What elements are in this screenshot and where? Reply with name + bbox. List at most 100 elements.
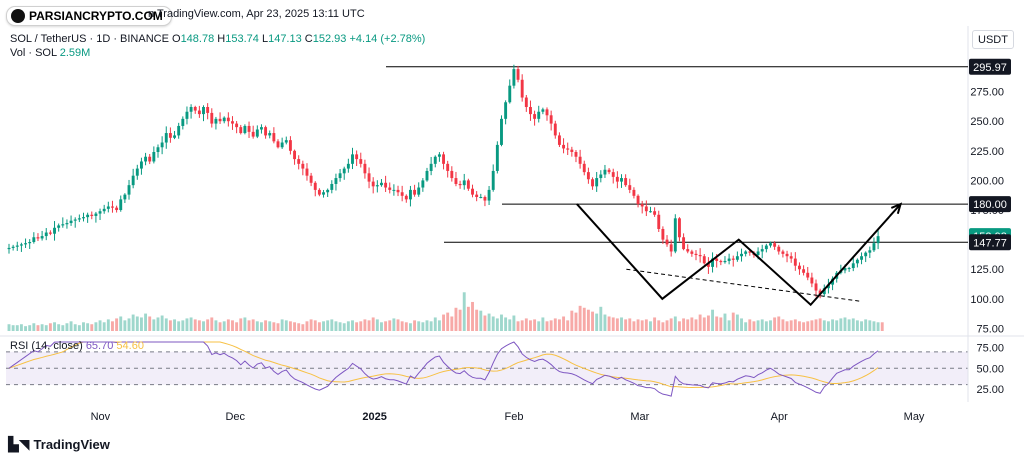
volume-bar xyxy=(168,320,172,331)
candle-body xyxy=(500,118,503,145)
ohlc-close-label: C xyxy=(304,33,313,45)
published-info: n TradingView.com, Apr 23, 2025 13:11 UT… xyxy=(148,8,365,20)
volume-bar xyxy=(702,317,706,331)
candle-body xyxy=(61,224,65,226)
candle-body xyxy=(40,236,44,239)
candle-body xyxy=(44,232,48,237)
volume-bar xyxy=(351,320,354,331)
candle-body xyxy=(19,244,23,246)
candle-body xyxy=(694,253,698,256)
volume-bar xyxy=(798,321,801,331)
volume-bar xyxy=(582,307,586,331)
volume-bar xyxy=(255,321,259,331)
symbol-name[interactable]: SOL / TetherUS · 1D · BINANCE xyxy=(10,33,169,45)
volume-bar xyxy=(611,317,615,331)
volume-bar xyxy=(239,318,243,331)
volume-bar xyxy=(673,316,677,331)
candle-body xyxy=(131,175,135,186)
currency-button[interactable]: USDT xyxy=(972,30,1014,49)
volume-bar xyxy=(529,320,532,331)
ohlc-change: +4.14 (+2.78%) xyxy=(349,33,426,45)
volume-bar xyxy=(578,305,582,331)
candle-body xyxy=(326,189,330,193)
volume-bar xyxy=(123,320,127,331)
volume-bar xyxy=(607,316,611,331)
volume-bar xyxy=(446,312,450,331)
volume-bar xyxy=(628,318,632,331)
volume-bar xyxy=(82,322,85,331)
volume-bar xyxy=(429,321,433,331)
volume-bar xyxy=(437,320,441,331)
volume-bar xyxy=(413,320,417,331)
candle-body xyxy=(773,243,777,247)
volume-bar xyxy=(826,321,830,331)
volume-bar xyxy=(148,316,152,331)
volume-bar xyxy=(814,319,818,331)
volume-bar xyxy=(744,322,748,331)
volume-bar xyxy=(363,319,367,331)
volume-bar xyxy=(131,314,135,331)
candle-body xyxy=(284,140,288,143)
volume-bar xyxy=(173,319,176,331)
volume-bar xyxy=(860,321,863,331)
volume-bar xyxy=(7,324,11,331)
candle-body xyxy=(495,144,499,171)
candle-body xyxy=(375,185,379,187)
volume-bar xyxy=(11,325,15,331)
candle-body xyxy=(744,251,748,254)
candle-body xyxy=(160,142,164,148)
candle-body xyxy=(24,243,28,245)
volume-bar xyxy=(711,309,715,331)
candle-body xyxy=(272,133,276,142)
candle-body xyxy=(793,258,797,266)
candle-body xyxy=(152,152,156,162)
candle-body xyxy=(690,251,694,254)
volume-bar xyxy=(197,320,201,331)
volume-bar xyxy=(272,322,276,331)
volume-bar xyxy=(491,316,495,331)
candle-body xyxy=(686,249,690,252)
price-tag xyxy=(969,234,1011,251)
volume-bar xyxy=(500,314,503,331)
candle-body xyxy=(582,163,586,173)
volume-bar xyxy=(305,321,309,331)
candle-body xyxy=(731,258,735,260)
rsi-name[interactable]: RSI (14, close) xyxy=(10,340,83,352)
volume-bar xyxy=(541,317,545,331)
candle-body xyxy=(785,253,789,257)
candle-body xyxy=(640,204,644,207)
candle-body xyxy=(454,178,458,184)
volume-bar xyxy=(756,320,760,331)
volume-bar xyxy=(508,319,512,331)
candle-body xyxy=(578,156,582,164)
tradingview-logo[interactable]: ▙◥ TradingView xyxy=(8,436,110,453)
candle-body xyxy=(644,206,648,212)
time-tick-label: 2025 xyxy=(362,411,386,423)
volume-bar xyxy=(293,322,297,331)
volume-bar xyxy=(706,315,710,331)
volume-bar xyxy=(69,321,73,331)
volume-bar xyxy=(338,322,342,331)
volume-bar xyxy=(380,322,383,331)
candle-body xyxy=(371,181,375,187)
volume-bar xyxy=(284,320,288,331)
volume-bar xyxy=(516,321,520,331)
volume-bar xyxy=(657,320,661,331)
candle-body xyxy=(462,180,466,186)
volume-bar xyxy=(396,319,400,331)
volume-bar xyxy=(40,324,44,331)
candle-body xyxy=(669,244,673,252)
candle-body xyxy=(533,114,537,119)
tradingview-logo-icon: ▙◥ xyxy=(8,436,30,452)
volume-bar xyxy=(868,320,872,331)
candle-body xyxy=(90,214,94,216)
candle-body xyxy=(305,168,309,176)
candle-body xyxy=(421,180,425,188)
candle-body xyxy=(235,123,239,128)
volume-bar xyxy=(160,315,164,331)
candle-body xyxy=(595,178,599,187)
volume-label[interactable]: Vol · SOL xyxy=(10,47,57,59)
volume-bar xyxy=(371,317,375,331)
candle-body xyxy=(682,237,686,250)
